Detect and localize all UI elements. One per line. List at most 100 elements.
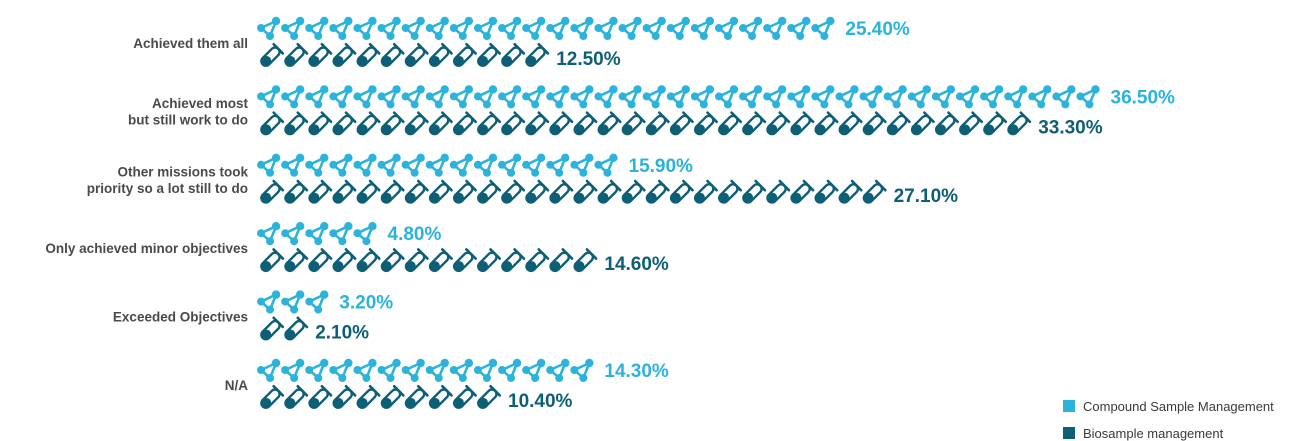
test-tube-icon: [501, 179, 526, 204]
series-row: 15.90%: [257, 153, 694, 177]
molecule-icon: [787, 16, 811, 40]
test-tube-icon: [645, 111, 670, 136]
series-row: 4.80%: [257, 222, 442, 246]
molecule-icon: [690, 85, 715, 109]
molecule-icon: [1028, 85, 1052, 109]
test-tube-icon: [525, 179, 550, 204]
test-tube-icon: [380, 179, 405, 204]
test-tube-icon: [356, 384, 381, 409]
molecule-icon: [666, 85, 690, 109]
test-tube-icon: [404, 111, 429, 136]
series-row: 27.10%: [260, 179, 958, 207]
test-tube-icon: [910, 111, 935, 136]
molecule-icon: [305, 153, 329, 177]
category-group: Only achieved minor objectives 4.80% 14.60…: [45, 222, 669, 275]
category-group: Exceeded Objectives 3.20% 2.10%: [113, 290, 393, 344]
series-row: 10.40%: [260, 384, 573, 412]
molecule-icon: [594, 16, 618, 40]
test-tube-icon: [356, 42, 381, 67]
molecule-icon: [305, 358, 329, 382]
value-label: 2.10%: [315, 323, 369, 344]
test-tube-icon: [501, 111, 526, 136]
molecule-icon: [329, 16, 353, 40]
molecule-icon: [305, 85, 329, 109]
test-tube-icon: [356, 179, 381, 204]
test-tube-icon: [742, 179, 767, 204]
test-tube-icon: [452, 42, 477, 67]
test-tube-icon: [549, 179, 574, 204]
molecule-icon: [425, 153, 449, 177]
molecule-icon: [449, 358, 474, 382]
value-label: 25.40%: [845, 19, 910, 40]
test-tube-icon: [477, 384, 502, 409]
molecule-icon: [281, 222, 305, 246]
series-row: 25.40%: [257, 16, 910, 40]
test-tube-icon: [404, 179, 429, 204]
test-tube-icon: [308, 384, 333, 409]
test-tube-icon: [959, 111, 984, 136]
test-tube-icon: [621, 111, 646, 136]
series-row: 14.60%: [260, 248, 669, 275]
molecule-icon: [763, 85, 787, 109]
test-tube-icon: [452, 248, 477, 273]
molecule-icon: [907, 85, 931, 109]
molecule-icon: [498, 153, 522, 177]
test-tube-icon: [428, 384, 453, 409]
legend: Compound Sample Management Biosample man…: [1063, 399, 1274, 441]
molecule-icon: [425, 85, 449, 109]
molecule-icon: [281, 358, 305, 382]
molecule-icon: [449, 16, 474, 40]
test-tube-icon: [356, 111, 381, 136]
test-tube-icon: [862, 179, 887, 204]
molecule-icon: [642, 16, 666, 40]
test-tube-icon: [983, 111, 1008, 136]
test-tube-icon: [838, 179, 863, 204]
molecule-icon: [811, 16, 835, 40]
test-tube-icon: [621, 179, 646, 204]
value-label: 4.80%: [388, 224, 442, 245]
test-tube-icon: [693, 179, 718, 204]
molecule-icon: [473, 153, 498, 177]
molecule-icon: [329, 153, 353, 177]
test-tube-icon: [669, 111, 694, 136]
molecule-icon: [425, 358, 449, 382]
test-tube-icon: [718, 179, 743, 204]
molecule-icon: [1052, 85, 1076, 109]
test-tube-icon: [669, 179, 694, 204]
test-tube-icon: [284, 316, 309, 341]
legend-swatch-compound: [1063, 400, 1075, 412]
molecule-icon: [257, 222, 281, 246]
test-tube-icon: [814, 111, 839, 136]
molecule-icon: [425, 16, 449, 40]
test-tube-icon: [790, 111, 815, 136]
category-label: N/A: [225, 378, 249, 393]
test-tube-icon: [332, 179, 357, 204]
test-tube-icon: [260, 111, 285, 136]
test-tube-icon: [380, 248, 405, 273]
test-tube-icon: [790, 179, 815, 204]
test-tube-icon: [332, 111, 357, 136]
category-label: but still work to do: [128, 113, 248, 128]
molecule-icon: [281, 16, 305, 40]
test-tube-icon: [452, 111, 477, 136]
test-tube-icon: [477, 111, 502, 136]
test-tube-icon: [693, 111, 718, 136]
value-label: 15.90%: [629, 156, 694, 177]
molecule-icon: [257, 358, 281, 382]
molecule-icon: [257, 16, 281, 40]
molecule-icon: [980, 85, 1004, 109]
test-tube-icon: [260, 384, 285, 409]
molecule-icon: [305, 16, 329, 40]
molecule-icon: [522, 85, 546, 109]
legend-label-compound: Compound Sample Management: [1083, 399, 1274, 414]
test-tube-icon: [380, 111, 405, 136]
category-group: Achieved them all 25.40% 12.50%: [133, 16, 910, 70]
test-tube-icon: [356, 248, 381, 273]
molecule-icon: [377, 153, 401, 177]
molecule-icon: [931, 85, 956, 109]
test-tube-icon: [452, 179, 477, 204]
category-label: Other missions took: [117, 165, 248, 180]
test-tube-icon: [308, 111, 333, 136]
molecule-icon: [449, 85, 474, 109]
